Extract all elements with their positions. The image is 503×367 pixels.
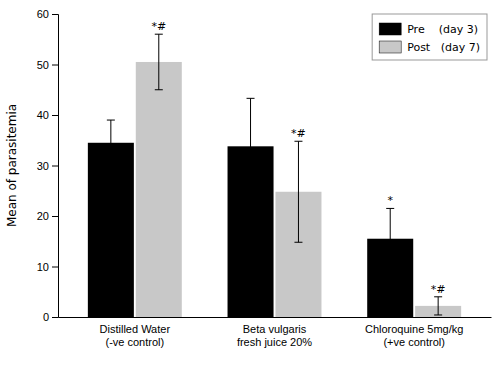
error-bar [294,141,302,242]
y-tick-mark [52,216,58,217]
x-tick: Beta vulgarisfresh juice 20% [237,323,312,348]
y-tick: 30 [37,160,58,172]
x-tick: Chloroquine 5mg/kg(+ve control) [365,323,463,348]
y-axis-line [52,15,59,318]
y-tick: 20 [37,210,58,222]
y-tick: 40 [37,109,58,121]
y-tick: 50 [37,59,58,71]
x-tick-label: Distilled Water(-ve control) [100,323,171,348]
series [136,34,461,317]
y-tick-label: 0 [43,311,49,323]
error-bar [247,98,255,194]
x-tick-label-line: (-ve control) [105,336,164,348]
y-tick-label: 60 [37,8,49,20]
x-tick-label: Chloroquine 5mg/kg(+ve control) [365,323,463,348]
y-axis: 0 10 20 30 40 50 60 [37,8,59,323]
x-axis: Distilled Water(-ve control) Beta vulgari… [59,318,492,349]
legend-box [372,14,487,60]
annotation: *# [151,20,166,33]
error-bar [107,120,115,165]
y-tick: 60 [37,8,58,20]
x-tick-label-line: Beta vulgaris [243,323,307,335]
y-tick-mark [52,166,58,167]
chart: 0 10 20 30 40 50 60 Distilled Water(-ve control… [0,0,503,367]
y-tick-mark [52,317,58,318]
legend: Pre (day 3) Post (day 7) [372,14,487,60]
y-tick-mark [52,267,58,268]
error-bar [386,208,394,269]
x-tick-label-line: fresh juice 20% [237,336,312,348]
y-tick-mark [52,14,58,15]
y-tick-mark [52,115,58,116]
x-tick-label-line: Chloroquine 5mg/kg [365,323,463,335]
y-tick-label: 30 [37,160,49,172]
y-tick-label: 10 [37,261,49,273]
y-tick-label: 50 [37,59,49,71]
bar [88,143,134,317]
annotation: * [387,194,393,207]
error-bar [155,34,163,90]
annotation: *# [291,127,306,140]
y-axis-title: Mean of parasitemia [5,104,19,227]
y-tick-label: 20 [37,210,49,222]
annotation: *# [431,283,446,296]
x-axis-line [59,317,492,318]
x-tick-label-line: Distilled Water [100,323,171,335]
y-tick: 0 [43,311,58,323]
legend-swatch [379,41,401,53]
y-tick-mark [52,65,58,66]
x-tick: Distilled Water(-ve control) [100,323,171,348]
legend-label: Pre (day 3) [407,23,478,36]
plot: 0 10 20 30 40 50 60 Distilled Water(-ve control… [37,8,492,348]
y-tick: 10 [37,261,58,273]
y-tick-label: 40 [37,109,49,121]
x-tick-label: Beta vulgarisfresh juice 20% [237,323,312,348]
bars [88,34,461,317]
annotations: * *# *# *# [151,20,445,296]
legend-label: Post (day 7) [407,41,480,54]
error-bar [434,297,442,315]
x-tick-label-line: (+ve control) [383,336,444,348]
legend-swatch [379,23,401,35]
bar [136,62,182,317]
